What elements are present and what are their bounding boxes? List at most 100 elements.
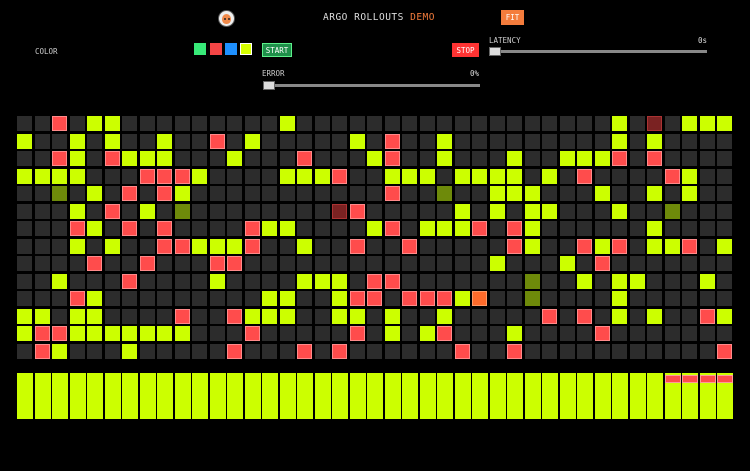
- pod-cell: [472, 308, 487, 324]
- pod-cell: [227, 291, 242, 306]
- pod-cell: [367, 326, 382, 341]
- pod-cell: [349, 291, 365, 306]
- pod-cell: [314, 116, 330, 131]
- pod-cell: [542, 238, 557, 254]
- pod-cell: [717, 256, 732, 271]
- pod-cell: [699, 151, 715, 166]
- pod-cell: [559, 221, 575, 236]
- pod-cell: [52, 326, 67, 341]
- pod-cell: [717, 291, 732, 306]
- pod-cell: [209, 168, 225, 184]
- pod-cell: [489, 343, 505, 359]
- replica-bar-error: [664, 375, 681, 383]
- fit-button[interactable]: FIT: [501, 10, 524, 25]
- replica-bar: [664, 373, 681, 419]
- pod-cell: [559, 133, 575, 149]
- pod-cell: [559, 238, 575, 254]
- pod-cell: [367, 151, 382, 166]
- pod-cell: [87, 343, 102, 359]
- pod-cell: [104, 151, 120, 166]
- pod-cell: [314, 221, 330, 236]
- pod-cell: [507, 116, 522, 131]
- pod-cell: [192, 151, 207, 166]
- pod-cell: [367, 256, 382, 271]
- pod-cell: [594, 133, 610, 149]
- pod-cell: [227, 256, 242, 271]
- pod-cell: [542, 133, 557, 149]
- replica-bar: [174, 373, 191, 419]
- pod-cell: [472, 291, 487, 306]
- pod-cell: [682, 308, 697, 324]
- pod-cell: [717, 186, 732, 201]
- pod-cell: [139, 343, 155, 359]
- latency-slider-thumb[interactable]: [489, 47, 501, 56]
- color-swatch-blue[interactable]: [225, 43, 237, 55]
- stop-button[interactable]: STOP: [452, 43, 479, 57]
- pod-cell: [279, 203, 295, 219]
- pod-cell: [174, 151, 190, 166]
- pod-cell: [559, 273, 575, 289]
- pod-cell: [227, 221, 242, 236]
- pod-cell: [419, 186, 435, 201]
- pod-cell: [314, 291, 330, 306]
- pod-cell: [454, 238, 470, 254]
- pod-cell: [577, 291, 592, 306]
- pod-cell: [174, 308, 190, 324]
- pod-cell: [332, 221, 347, 236]
- pod-cell: [367, 343, 382, 359]
- replica-bar: [612, 373, 628, 419]
- pod-cell: [402, 133, 417, 149]
- pod-cell: [34, 273, 50, 289]
- pod-cell: [122, 168, 137, 184]
- pod-cell: [612, 133, 627, 149]
- pod-cell: [489, 116, 505, 131]
- pod-cell: [122, 238, 137, 254]
- pod-cell: [297, 273, 312, 289]
- pod-cell: [192, 291, 207, 306]
- pod-cell: [157, 168, 172, 184]
- replica-bar: [349, 373, 366, 419]
- pod-cell: [594, 186, 610, 201]
- pod-cell: [612, 168, 627, 184]
- latency-slider-track[interactable]: [489, 50, 707, 53]
- pod-cell: [629, 151, 645, 166]
- error-slider-thumb[interactable]: [263, 81, 275, 90]
- pod-cell: [104, 308, 120, 324]
- pod-cell: [192, 133, 207, 149]
- pod-cell: [629, 116, 645, 131]
- pod-cell: [524, 221, 540, 236]
- pod-cell: [419, 256, 435, 271]
- replica-bar: [297, 373, 313, 419]
- pod-cell: [367, 308, 382, 324]
- color-swatch-yellow[interactable]: [240, 43, 252, 55]
- pod-cell: [384, 133, 400, 149]
- start-button[interactable]: START: [262, 43, 292, 57]
- pod-cell: [559, 186, 575, 201]
- pod-cell: [524, 203, 540, 219]
- pod-cell: [52, 151, 67, 166]
- pod-cell: [612, 308, 627, 324]
- latency-label: LATENCY: [489, 36, 521, 45]
- pod-cell: [419, 168, 435, 184]
- error-slider-track[interactable]: [263, 84, 480, 87]
- pod-cell: [402, 343, 417, 359]
- pod-cell: [174, 238, 190, 254]
- pod-cell: [717, 238, 732, 254]
- pod-cell: [664, 133, 680, 149]
- pod-cell: [542, 308, 557, 324]
- pod-cell: [524, 116, 540, 131]
- replica-bar: [507, 373, 523, 419]
- pod-cell: [489, 203, 505, 219]
- pod-cell: [157, 151, 172, 166]
- pod-cell: [594, 256, 610, 271]
- color-swatch-green[interactable]: [194, 43, 206, 55]
- pod-cell: [262, 291, 277, 306]
- pod-cell: [209, 151, 225, 166]
- pod-cell: [52, 133, 67, 149]
- pod-cell: [297, 151, 312, 166]
- pod-cell: [612, 221, 627, 236]
- color-swatch-red[interactable]: [210, 43, 222, 55]
- pod-cell: [454, 326, 470, 341]
- replica-bar: [122, 373, 138, 419]
- pod-cell: [349, 238, 365, 254]
